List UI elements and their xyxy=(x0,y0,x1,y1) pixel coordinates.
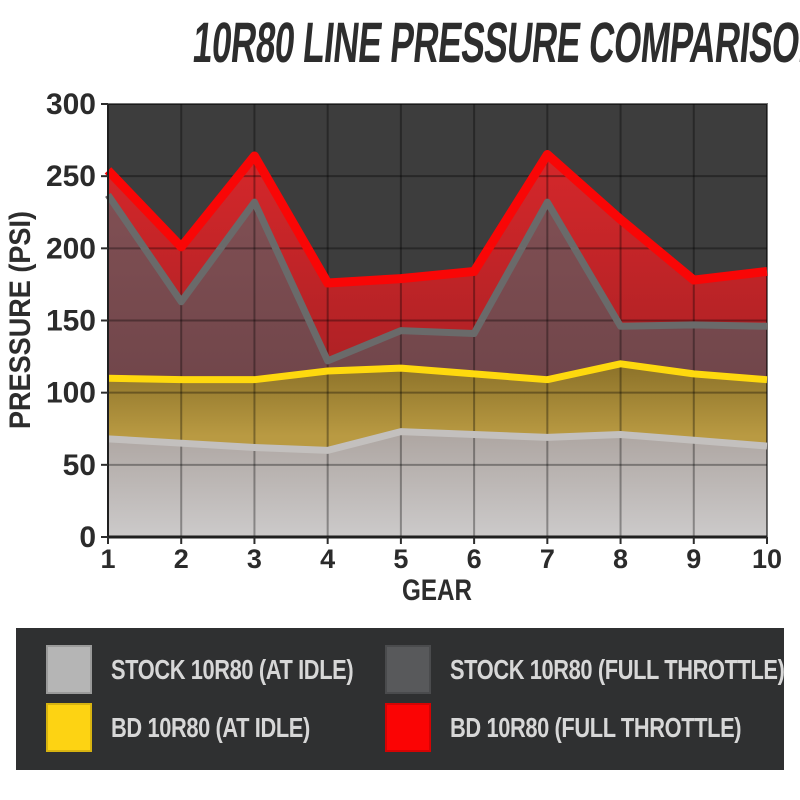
y-tick-label: 250 xyxy=(46,160,96,193)
x-tick-label: 3 xyxy=(247,544,262,574)
legend-label-bd-full-throttle: BD 10R80 (FULL THROTTLE) xyxy=(450,711,742,743)
series-line-stock_idle xyxy=(107,428,768,454)
legend-swatch-stock-full-throttle xyxy=(385,645,432,694)
series-area-stock_full xyxy=(108,194,767,380)
y-axis-title: PRESSURE (PSI) xyxy=(4,211,37,429)
title-row: 10R80 LINE PRESSURE COMPARISON xyxy=(0,0,800,84)
x-tick-label: 2 xyxy=(174,544,189,574)
legend-swatch-bd-full-throttle xyxy=(385,703,432,752)
legend-item-bd-full-throttle: BD 10R80 (FULL THROTTLE) xyxy=(385,703,776,752)
x-tick-label: 8 xyxy=(613,544,628,574)
x-tick-label: 4 xyxy=(320,544,335,574)
x-tick-label: 9 xyxy=(686,544,701,574)
y-tick-label: 50 xyxy=(63,449,96,482)
x-axis-title: GEAR xyxy=(402,574,472,607)
page-title: 10R80 LINE PRESSURE COMPARISON xyxy=(190,11,800,75)
x-tick-label: 5 xyxy=(393,544,408,574)
series-area-bd_idle xyxy=(108,363,767,451)
legend-label-bd-idle: BD 10R80 (AT IDLE) xyxy=(111,711,310,743)
y-tick-label: 150 xyxy=(46,305,96,338)
legend: STOCK 10R80 (AT IDLE) STOCK 10R80 (FULL … xyxy=(16,628,785,770)
y-tick-label: 200 xyxy=(46,232,96,265)
x-tick-label: 1 xyxy=(100,544,115,574)
y-tick-label: 0 xyxy=(79,521,96,554)
y-tick-label: 300 xyxy=(46,88,96,121)
legend-item-stock-full-throttle: STOCK 10R80 (FULL THROTTLE) xyxy=(385,645,785,694)
legend-item-bd-idle: BD 10R80 (AT IDLE) xyxy=(46,703,385,752)
legend-item-stock-idle: STOCK 10R80 (AT IDLE) xyxy=(46,645,385,694)
series-line-bd_idle xyxy=(107,360,768,384)
legend-swatch-bd-idle xyxy=(46,703,92,752)
y-tick-label: 100 xyxy=(46,377,96,410)
legend-swatch-stock-idle xyxy=(46,645,92,694)
series-line-stock_full xyxy=(105,192,768,365)
x-tick-label: 6 xyxy=(467,544,482,574)
legend-label-stock-full-throttle: STOCK 10R80 (FULL THROTTLE) xyxy=(450,653,785,685)
legend-label-stock-idle: STOCK 10R80 (AT IDLE) xyxy=(111,653,354,685)
series-line-bd_full xyxy=(104,150,768,288)
series-area-stock_idle xyxy=(108,431,767,537)
x-tick-label: 7 xyxy=(540,544,555,574)
x-tick-label: 10 xyxy=(752,544,782,574)
